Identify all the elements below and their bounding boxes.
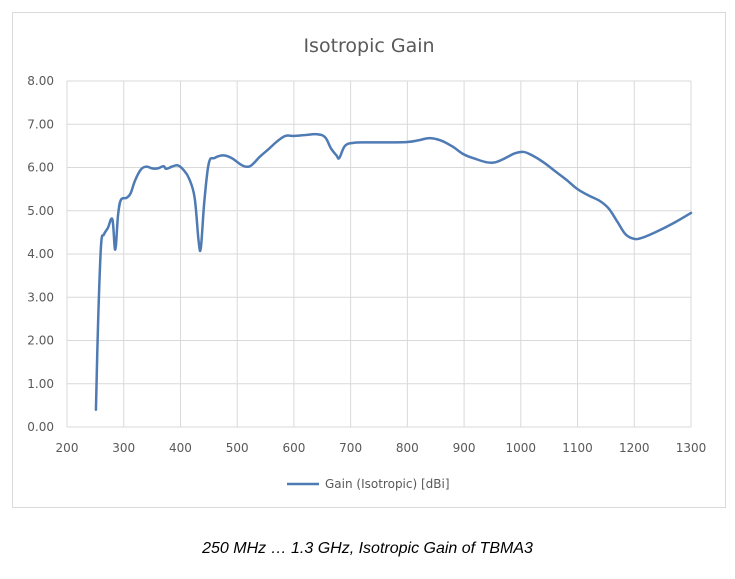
x-tick-label: 900 [453, 441, 476, 455]
x-tick-label: 700 [339, 441, 362, 455]
y-tick-label: 3.00 [27, 290, 54, 304]
x-tick-label: 1100 [562, 441, 593, 455]
chart-frame [12, 12, 726, 508]
y-tick-label: 7.00 [27, 117, 54, 131]
x-tick-label: 500 [226, 441, 249, 455]
axis-layer: 0.00 1.00 2.00 3.00 4.00 5.00 6.00 7.00 8.00 200 3… [27, 74, 706, 455]
x-tick-label: 400 [169, 441, 192, 455]
x-tick-label: 1200 [619, 441, 650, 455]
x-tick-label: 300 [112, 441, 135, 455]
y-tick-label: 0.00 [27, 420, 54, 434]
y-tick-label: 1.00 [27, 377, 54, 391]
chart-title: Isotropic Gain [303, 35, 434, 57]
y-tick-label: 5.00 [27, 204, 54, 218]
legend: Gain (Isotropic) [dBi] [287, 477, 450, 491]
y-tick-label: 8.00 [27, 74, 54, 88]
x-tick-label: 800 [396, 441, 419, 455]
x-tick-label: 1000 [506, 441, 537, 455]
y-tick-label: 4.00 [27, 247, 54, 261]
grid-layer [66, 80, 692, 428]
y-tick-label: 6.00 [27, 161, 54, 175]
y-tick-label: 2.00 [27, 334, 54, 348]
x-tick-label: 200 [56, 441, 79, 455]
x-tick-label: 600 [282, 441, 305, 455]
series-line-gain [94, 132, 693, 411]
legend-label: Gain (Isotropic) [dBi] [325, 477, 450, 491]
x-tick-label: 1300 [676, 441, 707, 455]
figure-caption: 250 MHz … 1.3 GHz, Isotropic Gain of TBM… [202, 540, 533, 557]
series-layer [94, 132, 693, 411]
